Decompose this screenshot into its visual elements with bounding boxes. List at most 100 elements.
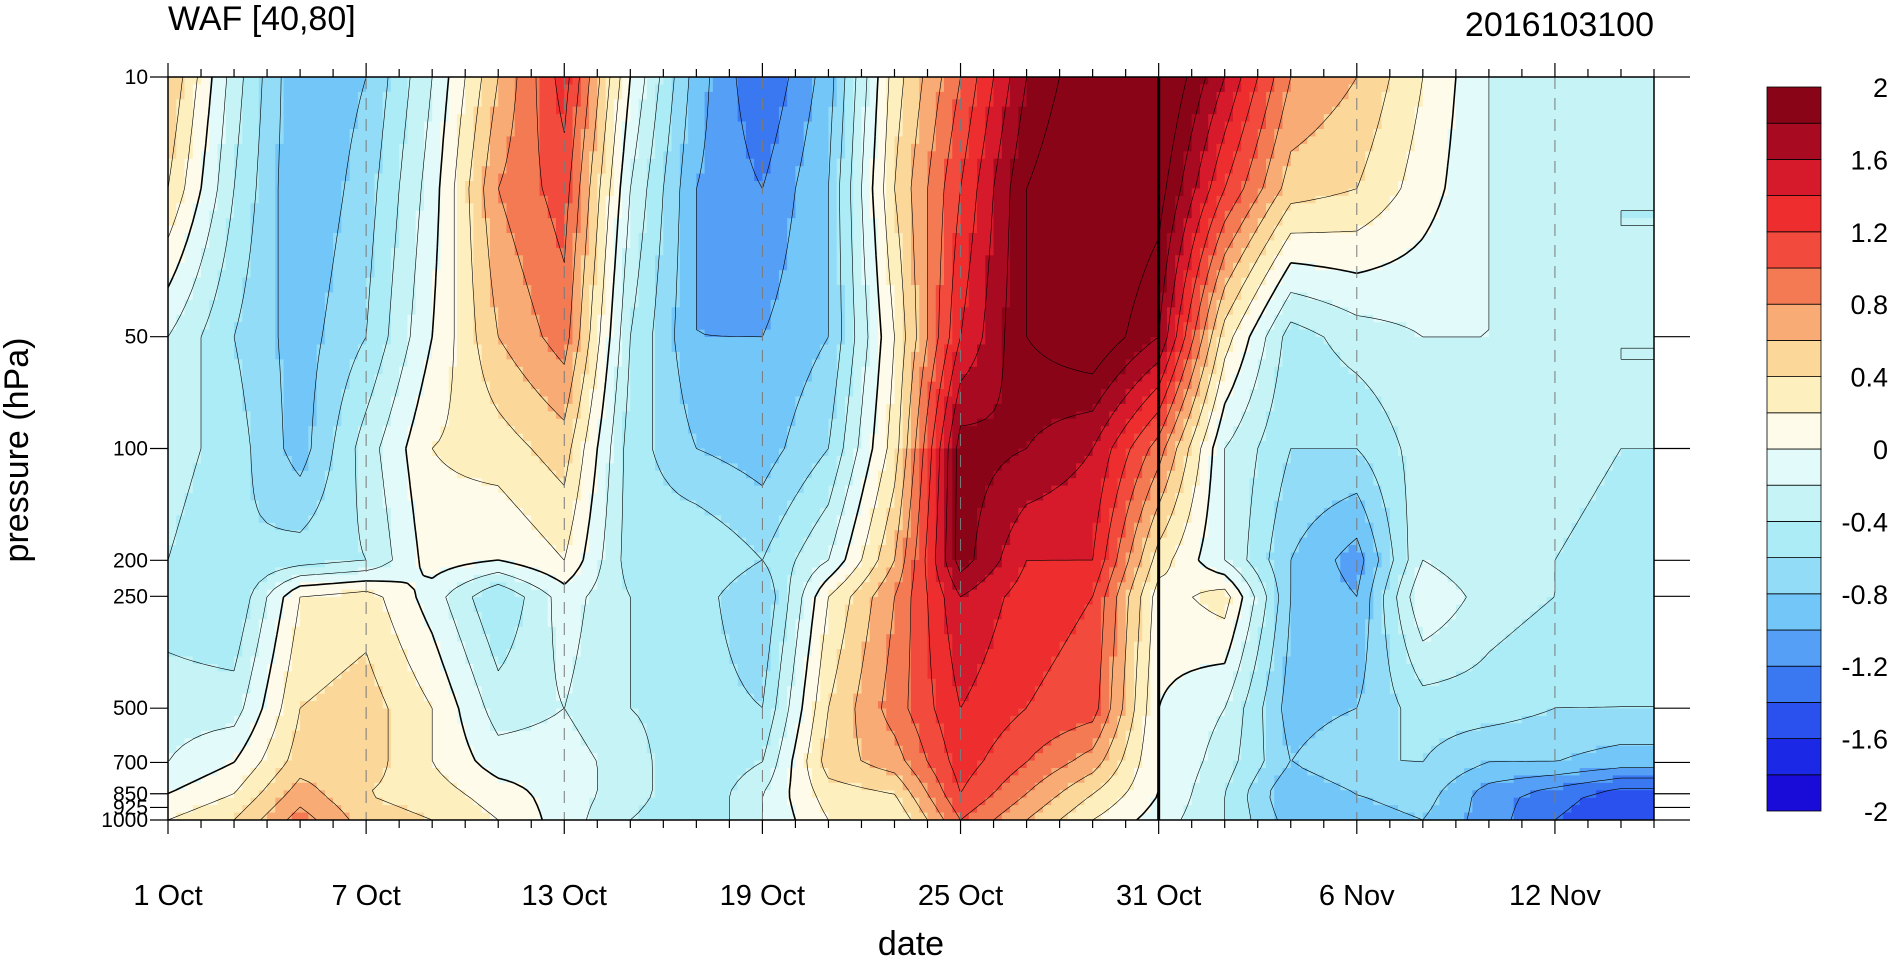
heatmap-cell [1587, 158, 1597, 167]
heatmap-cell [919, 255, 929, 264]
heatmap-cell [1175, 99, 1185, 108]
heatmap-cell [324, 166, 334, 175]
heatmap-cell [1406, 99, 1416, 108]
heatmap-cell [1323, 91, 1333, 100]
heatmap-cell [1307, 225, 1317, 234]
heatmap-cell [836, 173, 846, 182]
heatmap-cell [283, 277, 293, 286]
heatmap-cell [1340, 166, 1350, 175]
heatmap-cell [1447, 91, 1457, 100]
heatmap-cell [1389, 121, 1399, 130]
heatmap-cell [324, 84, 334, 93]
heatmap-cell [745, 203, 755, 212]
heatmap-cell [1092, 270, 1102, 279]
heatmap-cell [572, 158, 582, 167]
heatmap-cell [1365, 188, 1374, 197]
heatmap-cell [291, 277, 301, 286]
heatmap-cell [407, 143, 417, 152]
heatmap-cell [597, 240, 607, 249]
heatmap-cell [217, 218, 227, 227]
heatmap-cell [1100, 233, 1110, 242]
heatmap-cell [1010, 247, 1019, 256]
heatmap-cell [1034, 114, 1044, 123]
heatmap-cell [333, 114, 342, 123]
heatmap-cell [1373, 136, 1383, 145]
heatmap-cell [1084, 114, 1094, 123]
heatmap-cell [770, 240, 780, 249]
heatmap-cell [762, 181, 772, 190]
heatmap-cell [960, 262, 970, 271]
heatmap-cell [1497, 247, 1506, 256]
heatmap-cell [440, 77, 450, 86]
heatmap-cell [1620, 247, 1630, 256]
heatmap-cell [911, 106, 920, 115]
heatmap-cell [415, 173, 425, 182]
heatmap-cell [919, 233, 929, 242]
heatmap-cell [1505, 106, 1515, 115]
heatmap-cell [316, 158, 326, 167]
heatmap-cell [1373, 270, 1383, 279]
heatmap-cell [1076, 188, 1085, 197]
heatmap-cell [1133, 114, 1143, 123]
heatmap-cell [1422, 136, 1432, 145]
heatmap-cell [1480, 99, 1490, 108]
heatmap-cell [456, 188, 466, 197]
heatmap-cell [671, 99, 681, 108]
heatmap-cell [465, 247, 475, 256]
heatmap-cell [1365, 136, 1374, 145]
heatmap-cell [985, 255, 995, 264]
heatmap-cell [531, 233, 541, 242]
heatmap-cell [225, 158, 235, 167]
heatmap-cell [1257, 166, 1267, 175]
heatmap-cell [754, 270, 763, 279]
heatmap-cell [1026, 203, 1036, 212]
heatmap-cell [911, 121, 920, 130]
heatmap-cell [1125, 77, 1135, 86]
heatmap-cell [349, 143, 359, 152]
heatmap-cell [737, 173, 747, 182]
heatmap-cell [1497, 151, 1506, 160]
heatmap-cell [795, 247, 805, 256]
heatmap-cell [671, 166, 681, 175]
heatmap-cell [539, 210, 549, 219]
heatmap-cell [1026, 106, 1036, 115]
heatmap-cell [1249, 240, 1259, 249]
heatmap-cell [1389, 247, 1399, 256]
heatmap-cell [1241, 166, 1251, 175]
heatmap-cell [1249, 136, 1259, 145]
heatmap-cell [613, 99, 623, 108]
heatmap-cell [390, 114, 400, 123]
heatmap-cell [1158, 255, 1168, 264]
heatmap-cell [836, 270, 846, 279]
heatmap-cell [1232, 210, 1242, 219]
heatmap-cell [1249, 255, 1259, 264]
heatmap-cell [861, 114, 871, 123]
heatmap-cell [729, 188, 739, 197]
heatmap-cell [1563, 136, 1573, 145]
heatmap-cell [787, 262, 797, 271]
heatmap-cell [440, 181, 450, 190]
heatmap-cell [869, 99, 879, 108]
heatmap-cell [960, 129, 970, 138]
heatmap-cell [638, 99, 648, 108]
heatmap-cell [390, 270, 400, 279]
heatmap-cell [399, 121, 409, 130]
heatmap-cell [539, 99, 549, 108]
heatmap-cell [366, 262, 375, 271]
heatmap-cell [1026, 262, 1036, 271]
heatmap-cell [1414, 233, 1424, 242]
heatmap-cell [465, 173, 475, 182]
heatmap-cell [1645, 233, 1654, 242]
heatmap-cell [688, 225, 697, 234]
heatmap-cell [1596, 77, 1606, 86]
heatmap-cell [638, 114, 648, 123]
heatmap-cell [721, 218, 730, 227]
heatmap-cell [1579, 270, 1589, 279]
heatmap-cell [242, 270, 252, 279]
heatmap-cell [803, 233, 813, 242]
heatmap-cell [886, 158, 896, 167]
heatmap-cell [1092, 99, 1102, 108]
heatmap-cell [291, 270, 301, 279]
heatmap-cell [679, 255, 689, 264]
heatmap-cell [564, 247, 574, 256]
